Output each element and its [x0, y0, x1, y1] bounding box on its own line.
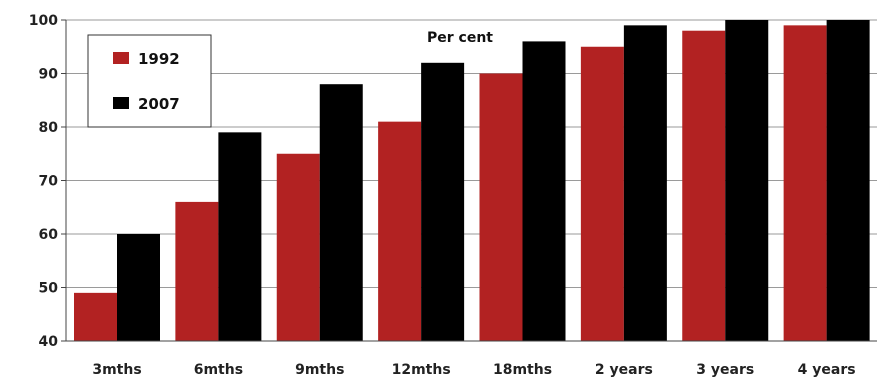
bar-2007-6mths	[218, 132, 262, 341]
legend-swatch-2007	[113, 97, 129, 109]
x-axis: 3mths 6mths 9mths 12mths 18mths 2 years 3 year…	[66, 340, 877, 378]
bar-1992-2-years	[580, 46, 624, 341]
bar-2007-12mths	[421, 62, 465, 342]
y-tick-label: 90	[39, 67, 59, 83]
bar-1992-18mths	[479, 73, 523, 341]
legend-box	[87, 34, 212, 128]
y-tick-label: 100	[29, 13, 58, 29]
x-tick-label: 2 years	[595, 362, 653, 378]
y-tick-label: 50	[39, 281, 59, 297]
bar-2007-9mths	[319, 84, 363, 341]
bar-1992-12mths	[378, 121, 422, 342]
bar-2007-3mths	[117, 234, 160, 341]
bar-2007-2-years	[623, 25, 667, 341]
y-tick-label: 80	[39, 120, 59, 136]
bar-1992-4-years	[783, 25, 827, 341]
bar-1992-6mths	[175, 201, 219, 341]
x-tick-label: 3 years	[696, 362, 754, 378]
y-tick-label: 60	[39, 227, 59, 243]
x-tick-label: 4 years	[798, 362, 856, 378]
legend-swatch-1992	[113, 52, 129, 64]
y-tick-label: 40	[39, 334, 59, 350]
bar-1992-3mths	[74, 292, 117, 341]
x-tick-label: 6mths	[194, 362, 243, 378]
y-axis: 40 50 60 70 80 90 100	[29, 13, 67, 350]
x-tick-label: 3mths	[92, 362, 141, 378]
legend-label-2007: 2007	[138, 95, 180, 113]
bar-1992-3-years	[682, 30, 726, 341]
x-tick-label: 18mths	[493, 362, 552, 378]
legend-label-1992: 1992	[138, 50, 180, 68]
bar-2007-18mths	[522, 41, 566, 342]
bar-2007-3-years	[725, 20, 769, 341]
x-tick-label: 12mths	[392, 362, 451, 378]
y-tick-label: 70	[39, 174, 59, 190]
unit-label: Per cent	[427, 30, 493, 46]
bars	[74, 20, 870, 342]
x-tick-label: 9mths	[295, 362, 344, 378]
bar-1992-9mths	[276, 153, 320, 341]
legend: 1992 2007	[87, 34, 212, 128]
bar-2007-4-years	[826, 20, 870, 341]
